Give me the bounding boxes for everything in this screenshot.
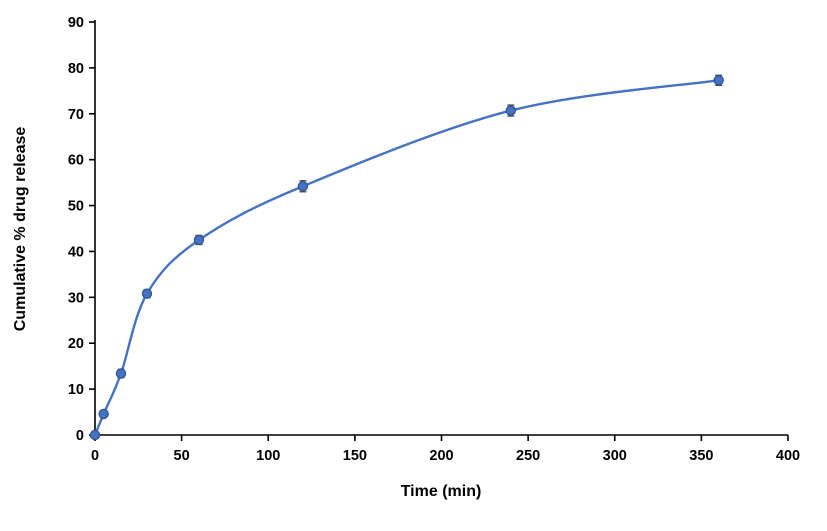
data-point-marker [297, 181, 309, 192]
x-tick-label: 400 [776, 448, 800, 464]
x-tick-label: 200 [429, 448, 453, 464]
plot-area: 0 10 20 30 40 50 60 70 80 90 0 50 100 150 200 250 300 350… [68, 15, 800, 464]
x-axis-title: Time (min) [401, 483, 482, 500]
y-tick-label: 90 [68, 15, 84, 31]
y-tick-label: 10 [68, 382, 84, 398]
data-point-marker [193, 234, 205, 246]
x-tick-label: 350 [689, 448, 713, 464]
data-point-marker [713, 75, 724, 86]
data-point-marker [115, 368, 127, 379]
y-tick-label: 80 [68, 61, 84, 77]
y-tick-label: 30 [68, 290, 84, 306]
series-line [93, 79, 720, 437]
x-tick-label: 50 [174, 448, 190, 464]
y-tick-label: 20 [68, 336, 84, 352]
y-tick-label: 40 [68, 244, 84, 260]
data-point-marker [89, 429, 101, 441]
x-tick-label: 100 [256, 448, 280, 464]
data-point-marker [98, 408, 109, 420]
y-tick-label: 70 [68, 107, 84, 123]
y-tick-label: 0 [76, 428, 84, 444]
x-tick-label: 250 [516, 448, 540, 464]
y-tick-label: 60 [68, 153, 84, 169]
x-tick-label: 0 [91, 448, 99, 464]
data-point-marker [505, 105, 516, 116]
y-axis-title: Cumulative % drug release [12, 127, 29, 332]
y-tick-label: 50 [68, 199, 84, 215]
x-tick-label: 150 [343, 448, 367, 464]
data-point-marker [141, 288, 153, 299]
x-tick-label: 300 [603, 448, 627, 464]
